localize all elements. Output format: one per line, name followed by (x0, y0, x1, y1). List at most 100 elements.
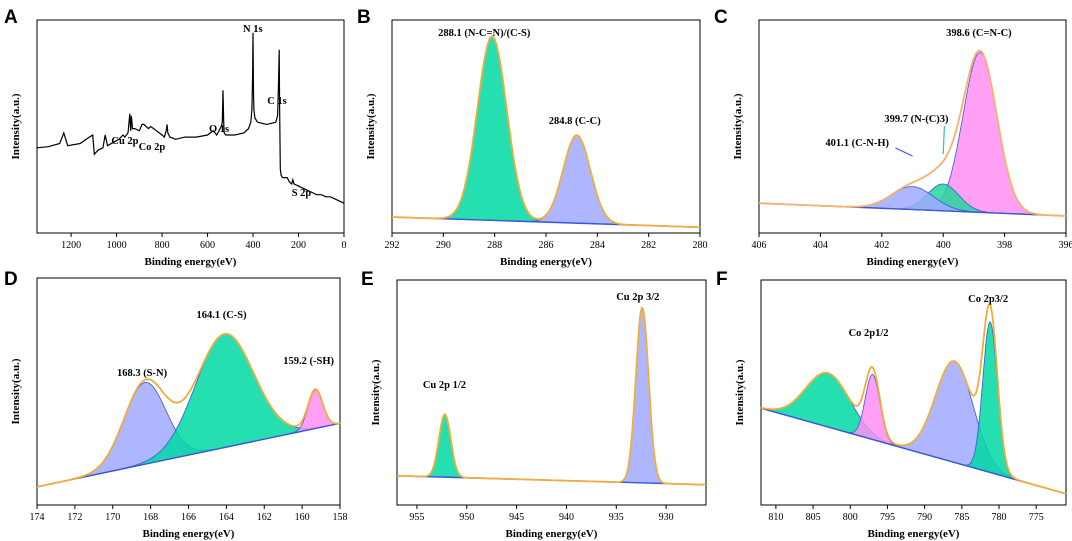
x-tick-label: 288 (487, 240, 502, 251)
x-axis-title: Binding energy(eV) (143, 528, 235, 540)
plot-frame (36, 277, 341, 506)
plot-frame (396, 279, 707, 506)
x-tick-label: 402 (874, 240, 889, 251)
x-tick-label: 398 (997, 240, 1012, 251)
x-tick-label: 280 (693, 240, 708, 251)
y-axis-title: Intensity(a.u.) (370, 359, 382, 425)
x-tick-label: 174 (30, 512, 45, 523)
peak-annotation: N 1s (243, 24, 263, 35)
chart-panel-b: B 292 290 288 286 284 282 280 Binding energy(eV)… (357, 7, 708, 268)
peak-annotation: Cu 2p (111, 136, 138, 147)
x-tick-label: 172 (67, 512, 82, 523)
peak-annotation: Co 2p3/2 (968, 294, 1008, 305)
x-tick-label: 168 (143, 512, 158, 523)
x-tick-label: 0 (342, 240, 347, 251)
x-tick-label: 780 (992, 512, 1007, 523)
x-tick-label: 170 (105, 512, 120, 523)
survey-line (36, 32, 345, 204)
peak-annotation: C 1s (267, 96, 287, 107)
y-axis-title: Intensity(a.u.) (10, 93, 22, 159)
peak-annotation: O 1s (209, 124, 229, 135)
peak-annotation: Co 2p1/2 (849, 328, 889, 339)
peak-annotation: 398.6 (C=N-C) (946, 28, 1012, 39)
panel-letter: D (4, 269, 18, 290)
plot-frame (36, 19, 345, 234)
peak-annotation: 284.8 (C-C) (549, 116, 601, 127)
x-tick-label: 935 (609, 512, 624, 523)
x-tick-label: 950 (459, 512, 474, 523)
peak-annotation: S 2p (292, 188, 312, 199)
x-tick-label: 955 (409, 512, 424, 523)
fit-component-peak (414, 413, 476, 479)
fit-component-peak (609, 306, 676, 485)
x-tick-label: 600 (200, 240, 215, 251)
x-tick-label: 1000 (107, 240, 127, 251)
peak-annotation: Cu 2p 1/2 (423, 380, 466, 391)
panel-letter: E (361, 269, 374, 290)
x-tick-label: 800 (155, 240, 170, 251)
x-tick-label: 775 (1029, 512, 1044, 523)
x-tick-label: 164 (219, 512, 234, 523)
x-tick-label: 292 (385, 240, 400, 251)
x-tick-label: 400 (246, 240, 261, 251)
x-axis-title: Binding energy(eV) (506, 528, 598, 540)
envelope-curve (759, 49, 1067, 217)
x-tick-label: 1200 (61, 240, 81, 251)
chart-panel-c: C 406 404 402 400 398 396 Binding energy(eV) Int… (714, 7, 1072, 268)
plot-frame (760, 279, 1067, 506)
x-tick-label: 166 (181, 512, 196, 523)
peak-annotation: 164.1 (C-S) (196, 310, 247, 321)
fit-component-peak (416, 35, 568, 224)
x-axis-title: Binding energy(eV) (868, 528, 960, 540)
x-tick-label: 396 (1059, 240, 1072, 251)
annotation-arrow (942, 125, 946, 155)
peak-annotation: 399.7 (N-(C)3) (884, 114, 949, 125)
y-axis-title: Intensity(a.u.) (365, 93, 377, 159)
x-tick-label: 286 (539, 240, 554, 251)
panel-letter: C (714, 7, 728, 28)
peak-annotation: 168.3 (S-N) (117, 368, 168, 379)
x-axis-title: Binding energy(eV) (145, 256, 237, 268)
chart-panel-d: D 174 172 170 168 166 164 162 160 158 Binding ener… (4, 269, 348, 540)
background-baseline (36, 422, 341, 488)
x-tick-label: 930 (659, 512, 674, 523)
envelope-curve (396, 306, 707, 486)
x-tick-label: 404 (813, 240, 828, 251)
x-axis-title: Binding energy(eV) (500, 256, 592, 268)
peak-annotation: 288.1 (N-C=N)/(C-S) (438, 28, 531, 39)
y-axis-title: Intensity(a.u.) (10, 358, 22, 424)
fit-component-peak (857, 360, 1053, 491)
panel-letter: A (4, 7, 18, 28)
annotation-arrow (895, 147, 913, 157)
x-axis-title: Binding energy(eV) (867, 256, 959, 268)
envelope-curve (760, 302, 1067, 495)
x-tick-label: 805 (806, 512, 821, 523)
chart-panel-f: F 810 805 800 795 790 785 780 775 Binding energy(… (716, 269, 1067, 540)
peak-annotation: 401.1 (C-N-H) (825, 138, 889, 149)
x-tick-label: 406 (752, 240, 767, 251)
x-tick-label: 795 (880, 512, 895, 523)
background-baseline (760, 407, 1067, 495)
x-tick-label: 400 (936, 240, 951, 251)
y-axis-title: Intensity(a.u.) (734, 359, 746, 425)
x-tick-label: 282 (641, 240, 656, 251)
x-tick-label: 200 (291, 240, 306, 251)
x-tick-label: 810 (768, 512, 783, 523)
peak-annotation: 159.2 (-SH) (283, 356, 334, 367)
x-tick-label: 785 (954, 512, 969, 523)
plot-frame (758, 19, 1067, 234)
peak-annotation: Cu 2p 3/2 (616, 292, 659, 303)
panel-letter: F (716, 269, 728, 290)
peak-annotation: Co 2p (139, 142, 166, 153)
y-axis-title: Intensity(a.u.) (732, 93, 744, 159)
x-tick-label: 790 (917, 512, 932, 523)
x-tick-label: 800 (843, 512, 858, 523)
x-tick-label: 284 (590, 240, 605, 251)
envelope-curve (391, 35, 700, 229)
x-tick-label: 160 (295, 512, 310, 523)
plot-frame (391, 19, 701, 234)
x-tick-label: 162 (257, 512, 272, 523)
chart-panel-a: A 1200 1000 800 600 400 200 0 Binding energy(eV)… (4, 7, 347, 268)
x-tick-label: 158 (333, 512, 348, 523)
